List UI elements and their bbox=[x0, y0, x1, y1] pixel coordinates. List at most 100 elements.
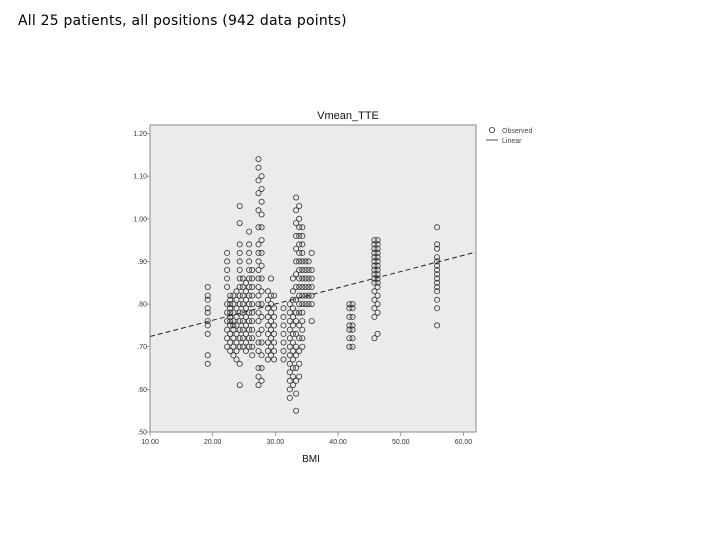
data-point bbox=[293, 343, 300, 350]
data-point bbox=[227, 309, 234, 316]
data-point bbox=[374, 266, 381, 273]
data-point bbox=[236, 360, 243, 367]
data-point bbox=[204, 360, 211, 367]
data-point bbox=[289, 288, 296, 295]
data-point bbox=[299, 249, 306, 256]
data-point bbox=[434, 245, 441, 252]
data-point bbox=[255, 283, 262, 290]
data-point bbox=[308, 266, 315, 273]
data-point bbox=[236, 202, 243, 209]
data-point bbox=[249, 292, 256, 299]
data-point bbox=[293, 245, 300, 252]
data-point bbox=[258, 237, 265, 244]
data-point bbox=[374, 292, 381, 299]
chart-title: Vmean_TTE bbox=[317, 110, 379, 122]
data-point bbox=[246, 249, 253, 256]
data-point bbox=[242, 339, 249, 346]
data-point bbox=[239, 309, 246, 316]
data-point bbox=[258, 185, 265, 192]
data-point bbox=[293, 318, 300, 325]
data-point bbox=[246, 266, 253, 273]
data-point bbox=[374, 258, 381, 265]
data-point bbox=[227, 292, 234, 299]
data-point bbox=[267, 318, 274, 325]
plot-frame bbox=[149, 124, 477, 433]
data-point bbox=[255, 382, 262, 389]
data-point bbox=[299, 326, 306, 333]
data-point bbox=[255, 177, 262, 184]
x-tick-label: 20.00 bbox=[204, 439, 222, 446]
x-tick-label: 50.00 bbox=[392, 439, 410, 446]
x-tick-label: 60.00 bbox=[455, 439, 473, 446]
data-point bbox=[371, 275, 378, 282]
data-point bbox=[299, 309, 306, 316]
data-point bbox=[264, 330, 271, 337]
data-point bbox=[286, 343, 293, 350]
data-point bbox=[371, 262, 378, 269]
data-point bbox=[204, 296, 211, 303]
data-point bbox=[249, 335, 256, 342]
data-point bbox=[242, 313, 249, 320]
data-point bbox=[271, 305, 278, 312]
y-tick-label: .80 bbox=[137, 302, 147, 309]
data-point bbox=[255, 373, 262, 380]
data-point bbox=[224, 309, 231, 316]
data-point bbox=[227, 296, 234, 303]
data-point bbox=[286, 386, 293, 393]
data-point bbox=[246, 326, 253, 333]
data-point bbox=[224, 343, 231, 350]
data-point bbox=[305, 275, 312, 282]
data-point bbox=[299, 275, 306, 282]
data-point bbox=[264, 356, 271, 363]
data-point bbox=[299, 224, 306, 231]
data-point bbox=[299, 232, 306, 239]
data-point bbox=[204, 305, 211, 312]
data-point bbox=[224, 318, 231, 325]
x-tick-label: 30.00 bbox=[267, 439, 285, 446]
data-point bbox=[296, 309, 303, 316]
data-point bbox=[236, 283, 243, 290]
data-point bbox=[258, 352, 265, 359]
data-point bbox=[286, 309, 293, 316]
data-point bbox=[204, 292, 211, 299]
y-tick-label: .50 bbox=[137, 430, 147, 437]
data-point bbox=[299, 343, 306, 350]
data-point bbox=[346, 335, 353, 342]
data-point bbox=[255, 249, 262, 256]
data-point bbox=[255, 292, 262, 299]
data-point bbox=[296, 249, 303, 256]
data-point bbox=[286, 369, 293, 376]
data-point bbox=[299, 241, 306, 248]
data-point bbox=[242, 322, 249, 329]
data-point bbox=[349, 301, 356, 308]
data-point bbox=[255, 156, 262, 163]
data-point bbox=[302, 275, 309, 282]
data-point bbox=[230, 318, 237, 325]
data-point bbox=[230, 292, 237, 299]
data-point bbox=[230, 301, 237, 308]
data-point bbox=[255, 301, 262, 308]
data-point bbox=[293, 207, 300, 214]
y-tick-label: .60 bbox=[137, 387, 147, 394]
data-point bbox=[227, 330, 234, 337]
data-point bbox=[374, 241, 381, 248]
data-point bbox=[249, 283, 256, 290]
data-point bbox=[293, 194, 300, 201]
data-point bbox=[346, 305, 353, 312]
data-point bbox=[349, 305, 356, 312]
data-point bbox=[299, 318, 306, 325]
data-point bbox=[296, 283, 303, 290]
data-point bbox=[434, 262, 441, 269]
data-point bbox=[296, 232, 303, 239]
data-point bbox=[233, 322, 240, 329]
data-point bbox=[204, 322, 211, 329]
data-point bbox=[224, 266, 231, 273]
data-point bbox=[280, 356, 287, 363]
data-point bbox=[255, 318, 262, 325]
data-point bbox=[286, 326, 293, 333]
data-point bbox=[293, 330, 300, 337]
data-point bbox=[249, 343, 256, 350]
data-point bbox=[246, 241, 253, 248]
data-point bbox=[434, 266, 441, 273]
data-point bbox=[434, 283, 441, 290]
